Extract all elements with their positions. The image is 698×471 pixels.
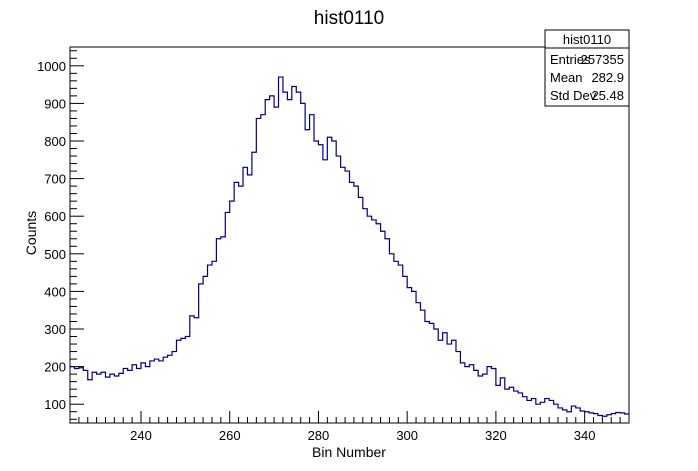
stats-mean-label: Mean	[550, 70, 583, 85]
y-tick-label: 200	[44, 360, 66, 375]
y-axis-label: Counts	[23, 211, 39, 255]
stats-stddev-value: 25.48	[591, 88, 624, 103]
y-tick-label: 700	[44, 172, 66, 187]
y-tick-label: 300	[44, 322, 66, 337]
y-tick-label: 900	[44, 96, 66, 111]
x-axis-label: Bin Number	[312, 444, 386, 460]
y-tick-label: 1000	[37, 59, 66, 74]
x-tick-label: 260	[219, 428, 241, 443]
y-tick-label: 800	[44, 134, 66, 149]
stats-stddev-label: Std Dev	[550, 88, 597, 103]
x-tick-label: 340	[574, 428, 596, 443]
y-tick-label: 600	[44, 209, 66, 224]
x-tick-label: 240	[130, 428, 152, 443]
y-tick-label: 400	[44, 284, 66, 299]
x-tick-label: 320	[485, 428, 507, 443]
stats-box-title: hist0110	[563, 32, 611, 47]
stats-box-frame	[544, 29, 630, 107]
y-tick-label: 100	[44, 397, 66, 412]
chart-title: hist0110	[314, 8, 384, 29]
x-tick-label: 280	[308, 428, 330, 443]
stats-mean-value: 282.9	[591, 70, 624, 85]
y-tick-label: 500	[44, 247, 66, 262]
plot-frame	[69, 46, 630, 424]
histogram-series	[70, 76, 629, 417]
stats-entries-label: Entries	[550, 52, 591, 67]
stats-entries-value: 257355	[581, 52, 624, 67]
x-tick-label: 300	[396, 428, 418, 443]
stats-box: hist0110 Entries 257355 Mean 282.9 Std D…	[544, 29, 630, 107]
